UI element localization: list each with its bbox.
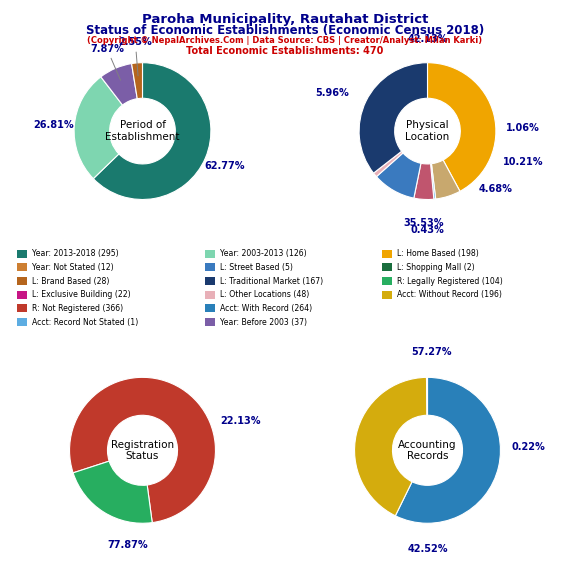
Text: Period of
Establishment: Period of Establishment [105,120,180,142]
Text: Total Economic Establishments: 470: Total Economic Establishments: 470 [186,46,384,56]
Text: L: Exclusive Building (22): L: Exclusive Building (22) [32,290,131,299]
Text: (Copyright © NepalArchives.Com | Data Source: CBS | Creator/Analyst: Milan Karki: (Copyright © NepalArchives.Com | Data So… [87,36,483,45]
Text: 5.96%: 5.96% [315,88,349,99]
Text: Acct: With Record (264): Acct: With Record (264) [220,304,312,313]
Text: Status of Economic Establishments (Economic Census 2018): Status of Economic Establishments (Econo… [86,24,484,37]
Text: Year: 2013-2018 (295): Year: 2013-2018 (295) [32,249,119,258]
Text: L: Traditional Market (167): L: Traditional Market (167) [220,276,323,286]
Text: 26.81%: 26.81% [34,120,74,129]
Text: L: Street Based (5): L: Street Based (5) [220,263,293,272]
Text: Paroha Municipality, Rautahat District: Paroha Municipality, Rautahat District [142,13,428,26]
Text: 7.87%: 7.87% [90,44,124,55]
Text: L: Other Locations (48): L: Other Locations (48) [220,290,310,299]
Text: 10.21%: 10.21% [503,157,544,167]
Text: 57.27%: 57.27% [411,347,451,357]
Text: Registration
Status: Registration Status [111,439,174,461]
Wedge shape [74,77,123,178]
Wedge shape [428,63,496,192]
Text: Year: Before 2003 (37): Year: Before 2003 (37) [220,317,307,327]
Wedge shape [101,64,137,105]
Text: Acct: Record Not Stated (1): Acct: Record Not Stated (1) [32,317,138,327]
Wedge shape [359,63,428,173]
Text: 4.68%: 4.68% [479,184,513,194]
Text: 42.13%: 42.13% [407,34,448,44]
Text: Physical
Location: Physical Location [405,120,450,142]
Text: L: Brand Based (28): L: Brand Based (28) [32,276,109,286]
Text: 1.06%: 1.06% [506,123,540,133]
Text: 77.87%: 77.87% [108,540,148,550]
Wedge shape [396,377,500,523]
Wedge shape [73,461,152,523]
Text: 62.77%: 62.77% [204,161,245,171]
Wedge shape [430,164,435,199]
Wedge shape [426,377,428,416]
Text: R: Not Registered (366): R: Not Registered (366) [32,304,123,313]
Text: 35.53%: 35.53% [404,218,445,229]
Text: 42.52%: 42.52% [407,544,448,554]
Wedge shape [431,160,460,199]
Wedge shape [414,163,434,200]
Text: Acct: Without Record (196): Acct: Without Record (196) [397,290,502,299]
Wedge shape [373,151,403,177]
Text: Accounting
Records: Accounting Records [398,439,457,461]
Text: Year: Not Stated (12): Year: Not Stated (12) [32,263,113,272]
Text: 0.22%: 0.22% [511,442,545,451]
Text: 22.13%: 22.13% [221,416,261,426]
Wedge shape [93,63,211,200]
Text: R: Legally Registered (104): R: Legally Registered (104) [397,276,503,286]
Text: L: Home Based (198): L: Home Based (198) [397,249,478,258]
Text: L: Shopping Mall (2): L: Shopping Mall (2) [397,263,474,272]
Wedge shape [376,153,421,198]
Text: Year: 2003-2013 (126): Year: 2003-2013 (126) [220,249,307,258]
Wedge shape [355,377,427,516]
Text: 2.55%: 2.55% [119,38,152,47]
Text: 0.43%: 0.43% [410,225,445,235]
Wedge shape [132,63,142,99]
Wedge shape [70,377,215,523]
